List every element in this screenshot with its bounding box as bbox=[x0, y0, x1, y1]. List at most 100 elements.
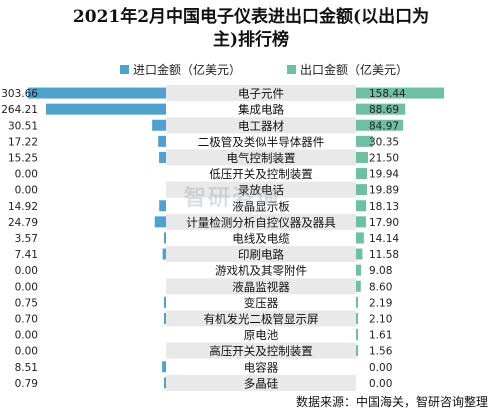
export-bar bbox=[356, 135, 373, 147]
import-bar bbox=[164, 377, 166, 389]
import-value-label: 17.22 bbox=[8, 136, 38, 148]
import-bar bbox=[45, 103, 166, 115]
import-value-label: 24.79 bbox=[8, 217, 38, 229]
export-value-label: 11.58 bbox=[369, 249, 399, 261]
import-bar bbox=[159, 151, 166, 163]
category-label: 多晶硅 bbox=[244, 376, 279, 390]
import-value-label: 0.79 bbox=[15, 378, 38, 390]
import-bar bbox=[164, 296, 166, 308]
export-value-label: 17.90 bbox=[369, 217, 399, 229]
export-bar bbox=[356, 151, 368, 163]
export-bar bbox=[356, 168, 368, 180]
import-bar bbox=[152, 119, 166, 131]
chart-title-line1: 2021年2月中国电子仪表进出口金额(以出口为 bbox=[72, 7, 430, 27]
category-band bbox=[166, 149, 356, 166]
category-band bbox=[166, 117, 356, 134]
import-bar bbox=[159, 200, 166, 212]
export-bar bbox=[356, 103, 406, 115]
category-label: 液晶监视器 bbox=[232, 280, 290, 294]
export-value-label: 84.97 bbox=[369, 120, 399, 132]
import-value-label: 264.21 bbox=[1, 104, 38, 116]
import-value-label: 0.00 bbox=[15, 169, 38, 181]
category-band bbox=[166, 213, 356, 230]
import-bar bbox=[164, 232, 166, 244]
legend: 进口金额（亿美元） 出口金额（亿美元） bbox=[0, 61, 502, 77]
export-bar bbox=[356, 248, 363, 260]
export-value-label: 19.89 bbox=[369, 185, 399, 197]
legend-swatch-import bbox=[120, 65, 129, 74]
source-note: 数据来源：中国海关，智研咨询整理 bbox=[295, 395, 488, 409]
import-value-label: 0.00 bbox=[15, 330, 38, 342]
category-label: 有机发光二极管显示屏 bbox=[204, 312, 319, 326]
export-bar bbox=[356, 280, 361, 292]
import-value-label: 0.00 bbox=[15, 265, 38, 277]
export-value-label: 14.14 bbox=[369, 233, 399, 245]
export-value-label: 21.50 bbox=[369, 152, 399, 164]
import-value-label: 0.00 bbox=[15, 185, 38, 197]
import-value-label: 8.51 bbox=[15, 362, 38, 374]
category-label: 电工器材 bbox=[238, 119, 284, 133]
import-value-label: 0.75 bbox=[15, 297, 38, 309]
category-band bbox=[166, 278, 356, 295]
category-label: 二极管及类似半导体器件 bbox=[198, 135, 325, 149]
export-bar bbox=[356, 119, 404, 131]
legend-item-export: 出口金额（亿美元） bbox=[287, 61, 408, 78]
import-value-label: 7.41 bbox=[15, 249, 38, 261]
category-label: 电子元件 bbox=[238, 87, 284, 101]
watermark: 智研咨询 bbox=[184, 186, 281, 211]
export-value-label: 0.00 bbox=[369, 362, 392, 374]
category-label: 高压开关及控制装置 bbox=[209, 344, 313, 358]
legend-label-export: 出口金额（亿美元） bbox=[300, 63, 409, 77]
category-label: 印刷电路 bbox=[238, 248, 284, 262]
export-value-label: 30.35 bbox=[369, 136, 399, 148]
import-value-label: 303.66 bbox=[1, 88, 38, 100]
export-value-label: 158.44 bbox=[369, 88, 406, 100]
category-label: 电线及电缆 bbox=[232, 231, 290, 245]
export-bar bbox=[356, 312, 358, 324]
export-value-label: 88.69 bbox=[369, 104, 399, 116]
category-band bbox=[166, 85, 356, 102]
import-value-label: 0.00 bbox=[15, 281, 38, 293]
legend-swatch-export bbox=[287, 65, 296, 74]
export-bar bbox=[356, 87, 444, 99]
category-label: 游戏机及其零附件 bbox=[215, 264, 307, 278]
chart-title-line2: 主)排行榜 bbox=[212, 30, 290, 50]
export-value-label: 9.08 bbox=[369, 265, 392, 277]
export-bar bbox=[356, 216, 366, 228]
import-value-label: 14.92 bbox=[8, 201, 38, 213]
export-value-label: 0.00 bbox=[369, 378, 392, 390]
import-bar bbox=[158, 135, 166, 147]
category-band bbox=[166, 342, 356, 359]
legend-label-import: 进口金额（亿美元） bbox=[133, 63, 242, 77]
export-bar bbox=[356, 200, 367, 212]
category-label: 电容器 bbox=[244, 360, 279, 374]
category-label: 液晶显示板 bbox=[232, 199, 290, 213]
category-label: 低压开关及控制装置 bbox=[209, 167, 313, 181]
export-bar bbox=[356, 296, 358, 308]
export-bar bbox=[356, 264, 362, 276]
category-label: 原电池 bbox=[244, 328, 279, 342]
export-bar bbox=[356, 345, 358, 357]
export-value-label: 19.94 bbox=[369, 169, 399, 181]
category-band bbox=[166, 181, 356, 198]
export-value-label: 8.60 bbox=[369, 281, 392, 293]
category-label: 录放电话 bbox=[238, 183, 284, 197]
chart-title: 2021年2月中国电子仪表进出口金额(以出口为 主)排行榜 bbox=[0, 6, 502, 52]
export-bar bbox=[356, 184, 368, 196]
import-value-label: 0.00 bbox=[15, 346, 38, 358]
export-bar bbox=[356, 232, 364, 244]
export-value-label: 1.61 bbox=[369, 330, 392, 342]
category-label: 集成电路 bbox=[238, 103, 284, 117]
import-value-label: 0.70 bbox=[15, 313, 38, 325]
import-value-label: 30.51 bbox=[8, 120, 38, 132]
legend-item-import: 进口金额（亿美元） bbox=[120, 61, 241, 78]
import-bar bbox=[28, 87, 166, 99]
export-value-label: 1.56 bbox=[369, 346, 393, 358]
import-bar bbox=[164, 312, 166, 324]
import-bar bbox=[154, 216, 166, 228]
category-label: 变压器 bbox=[244, 296, 279, 310]
export-value-label: 2.10 bbox=[369, 313, 392, 325]
category-band bbox=[166, 374, 356, 391]
export-value-label: 2.19 bbox=[369, 297, 392, 309]
